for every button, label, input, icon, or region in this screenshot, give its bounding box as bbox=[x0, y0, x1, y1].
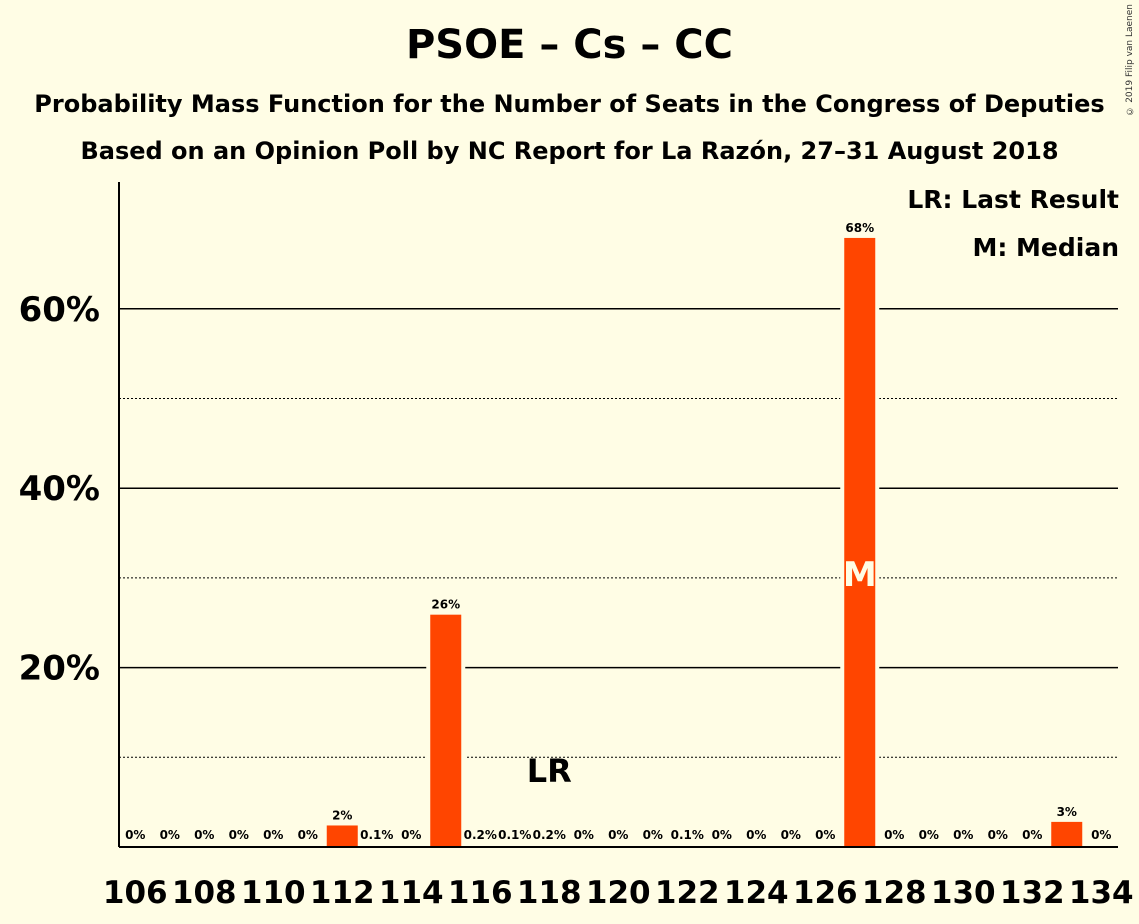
chart-title: PSOE – Cs – CC bbox=[405, 22, 734, 68]
y-tick-label: 20% bbox=[19, 649, 100, 689]
legend-median: M: Median bbox=[972, 233, 1119, 262]
chart-subtitle: Probability Mass Function for the Number… bbox=[34, 90, 1105, 118]
bar-value-label: 0% bbox=[263, 828, 283, 842]
x-tick-label: 122 bbox=[655, 875, 720, 911]
bar-value-label: 0% bbox=[953, 828, 973, 842]
bar-value-label: 0% bbox=[919, 828, 939, 842]
bar-seats-115 bbox=[430, 614, 462, 847]
bar-seats-112 bbox=[326, 825, 358, 847]
bar-value-label: 0% bbox=[815, 828, 835, 842]
x-tick-label: 130 bbox=[931, 875, 996, 911]
bar-value-label: 0% bbox=[1091, 828, 1111, 842]
x-tick-label: 134 bbox=[1069, 875, 1134, 911]
x-tick-label: 106 bbox=[103, 875, 168, 911]
bar-value-label: 0% bbox=[1022, 828, 1042, 842]
x-tick-label: 120 bbox=[586, 875, 651, 911]
bar-value-label: 0% bbox=[401, 828, 421, 842]
bar-value-label: 0% bbox=[643, 828, 663, 842]
x-tick-label: 124 bbox=[724, 875, 789, 911]
x-tick-label: 118 bbox=[517, 875, 582, 911]
bar-value-label: 0.2% bbox=[464, 828, 497, 842]
bar-value-label: 3% bbox=[1057, 805, 1077, 819]
bar-value-label: 0% bbox=[229, 828, 249, 842]
x-tick-label: 110 bbox=[241, 875, 306, 911]
bar-value-label: 0% bbox=[712, 828, 732, 842]
bar-value-label: 0.1% bbox=[671, 828, 704, 842]
chart-source-line: Based on an Opinion Poll by NC Report fo… bbox=[80, 137, 1059, 165]
bar-value-label: 0% bbox=[746, 828, 766, 842]
bar-value-label: 0% bbox=[298, 828, 318, 842]
bar-seats-127 bbox=[844, 237, 876, 847]
y-tick-label: 40% bbox=[19, 469, 100, 509]
bar-value-label: 0% bbox=[574, 828, 594, 842]
x-tick-label: 132 bbox=[1000, 875, 1065, 911]
bar-value-label: 2% bbox=[332, 808, 352, 822]
bar-value-label: 0% bbox=[194, 828, 214, 842]
x-tick-label: 126 bbox=[793, 875, 858, 911]
x-tick-label: 108 bbox=[172, 875, 237, 911]
bar-value-label: 0.1% bbox=[360, 828, 393, 842]
bar-value-label: 0.2% bbox=[533, 828, 566, 842]
x-tick-label: 128 bbox=[862, 875, 927, 911]
bar-value-label: 26% bbox=[431, 598, 460, 612]
y-tick-label: 60% bbox=[19, 290, 100, 330]
bar-value-label: 0.1% bbox=[498, 828, 531, 842]
bar-seats-133 bbox=[1051, 821, 1083, 847]
bar-value-label: 0% bbox=[781, 828, 801, 842]
x-tick-label: 114 bbox=[379, 875, 444, 911]
bar-value-label: 0% bbox=[125, 828, 145, 842]
x-tick-label: 116 bbox=[448, 875, 513, 911]
bar-value-label: 68% bbox=[845, 221, 874, 235]
bar-value-label: 0% bbox=[988, 828, 1008, 842]
legend-last-result: LR: Last Result bbox=[907, 185, 1119, 214]
last-result-marker: LR bbox=[527, 752, 572, 790]
bar-value-label: 0% bbox=[884, 828, 904, 842]
bar-value-label: 0% bbox=[608, 828, 628, 842]
median-marker: M bbox=[843, 555, 877, 595]
bar-value-label: 0% bbox=[160, 828, 180, 842]
x-tick-label: 112 bbox=[310, 875, 375, 911]
